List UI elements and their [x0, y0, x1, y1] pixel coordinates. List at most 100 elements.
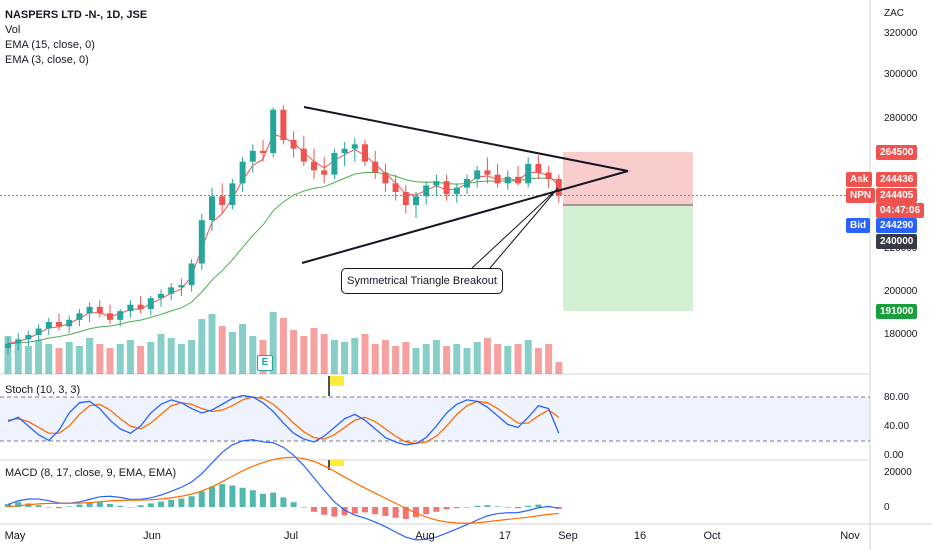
- macd-histogram-bar: [423, 507, 430, 515]
- macd-histogram-bar: [219, 484, 226, 507]
- stoch-title[interactable]: Stoch (10, 3, 3): [5, 384, 81, 396]
- candle-body: [382, 172, 389, 184]
- macd-histogram-bar: [290, 502, 297, 507]
- volume-bar: [249, 336, 257, 374]
- macd-histogram-bar: [66, 506, 73, 507]
- candle-body: [443, 181, 450, 195]
- candle-body: [5, 343, 11, 348]
- chart-legend: NASPERS LTD -N-, 1D, JSE Vol EMA (15, cl…: [5, 8, 147, 68]
- candle-body: [45, 322, 52, 329]
- time-tick-aug: Aug: [415, 530, 435, 542]
- candle-body: [260, 150, 266, 153]
- volume-bar: [116, 344, 124, 374]
- legend-ema3[interactable]: EMA (3, close, 0): [5, 54, 89, 66]
- entry-price-tag: 240000: [876, 234, 918, 249]
- candle-body: [402, 192, 409, 205]
- candle-body: [341, 148, 348, 153]
- macd-histogram-bar: [453, 507, 460, 509]
- candle-body: [423, 185, 430, 197]
- volume-bar: [432, 340, 440, 374]
- candle-body: [484, 170, 491, 175]
- symbol-title[interactable]: NASPERS LTD -N-, 1D, JSE: [5, 9, 148, 21]
- candle-body: [239, 161, 246, 184]
- macd-tick-20000: 20000: [884, 467, 912, 478]
- candle-body: [66, 319, 73, 327]
- ema15-line: [7, 171, 559, 345]
- candle-body: [494, 174, 501, 184]
- volume-bar: [45, 344, 53, 374]
- stop-price-tag: 191000: [876, 304, 918, 319]
- ask-value-tag: 244436: [876, 172, 918, 187]
- volume-bar: [239, 324, 247, 374]
- macd-histogram-bar: [127, 507, 134, 508]
- legend-ema15[interactable]: EMA (15, close, 0): [5, 39, 95, 51]
- stoch-d-line: [7, 396, 560, 445]
- volume-bar: [504, 346, 512, 374]
- volume-bar: [96, 344, 104, 374]
- candle-body: [321, 170, 328, 175]
- volume-bar: [24, 346, 32, 374]
- volume-bar: [300, 336, 308, 374]
- candle-body: [188, 263, 195, 286]
- candle-body: [76, 313, 83, 320]
- stoch-tick-40: 40.00: [884, 421, 910, 432]
- candle-body: [535, 163, 542, 173]
- volume-bar: [473, 342, 481, 374]
- macd-histogram-bar: [229, 485, 236, 507]
- target-price-tag: 264500: [876, 145, 918, 160]
- volume-bar: [463, 348, 471, 374]
- earnings-marker[interactable]: E: [257, 355, 273, 371]
- macd-histogram-bar: [137, 505, 144, 507]
- candle-body: [545, 172, 552, 179]
- candle-body: [270, 109, 277, 153]
- macd-histogram-bar: [45, 507, 52, 508]
- candle-body: [15, 339, 22, 344]
- volume-bar: [422, 344, 430, 374]
- macd-line: [7, 439, 559, 541]
- stoch-tick-0: 0.00: [884, 450, 904, 461]
- macd-histogram-bar: [443, 507, 450, 510]
- candle-body: [35, 328, 42, 335]
- volume-bar: [228, 332, 236, 374]
- macd-histogram-bar: [76, 504, 83, 507]
- volume-bar: [545, 344, 553, 374]
- macd-histogram-bar: [433, 507, 440, 512]
- candle-body: [147, 298, 154, 309]
- reward-zone: [563, 205, 693, 312]
- macd-histogram-bar: [168, 499, 175, 507]
- volume-bar: [14, 344, 22, 374]
- candle-body: [107, 313, 113, 320]
- macd-title[interactable]: MACD (8, 17, close, 9, EMA, EMA): [5, 467, 177, 479]
- macd-histogram-bar: [188, 496, 195, 507]
- candle-body: [249, 150, 256, 162]
- volume-bar: [514, 344, 522, 374]
- volume-bar: [330, 340, 338, 374]
- price-tick-200000: 200000: [884, 286, 918, 297]
- time-tick-17: 17: [498, 530, 512, 542]
- macd-histogram-bar: [5, 504, 11, 507]
- macd-histogram-bar: [525, 505, 532, 507]
- macd-histogram-bar: [86, 502, 93, 507]
- volume-bar: [177, 344, 185, 374]
- candle-body: [504, 176, 511, 184]
- volume-bar: [208, 314, 216, 374]
- volume-bar: [157, 334, 165, 374]
- candle-body: [362, 144, 368, 162]
- macd-histogram-bar: [341, 507, 348, 516]
- time-tick-16: 16: [633, 530, 647, 542]
- volume-bar: [269, 312, 277, 374]
- candle-body: [158, 293, 164, 299]
- macd-signal-line: [7, 456, 559, 524]
- volume-bar: [198, 319, 206, 374]
- macd-histogram-bar: [464, 507, 470, 508]
- volume-bar: [412, 348, 420, 374]
- candle-body: [300, 148, 307, 162]
- macd-histogram-bar: [402, 507, 409, 519]
- candle-body: [117, 311, 124, 320]
- macd-tick-0: 0: [884, 502, 890, 513]
- legend-vol[interactable]: Vol: [5, 24, 21, 36]
- volume-bar: [320, 334, 328, 374]
- triangle-breakout-callout[interactable]: Symmetrical Triangle Breakout: [341, 268, 503, 294]
- price-tick-320000: 320000: [884, 28, 918, 39]
